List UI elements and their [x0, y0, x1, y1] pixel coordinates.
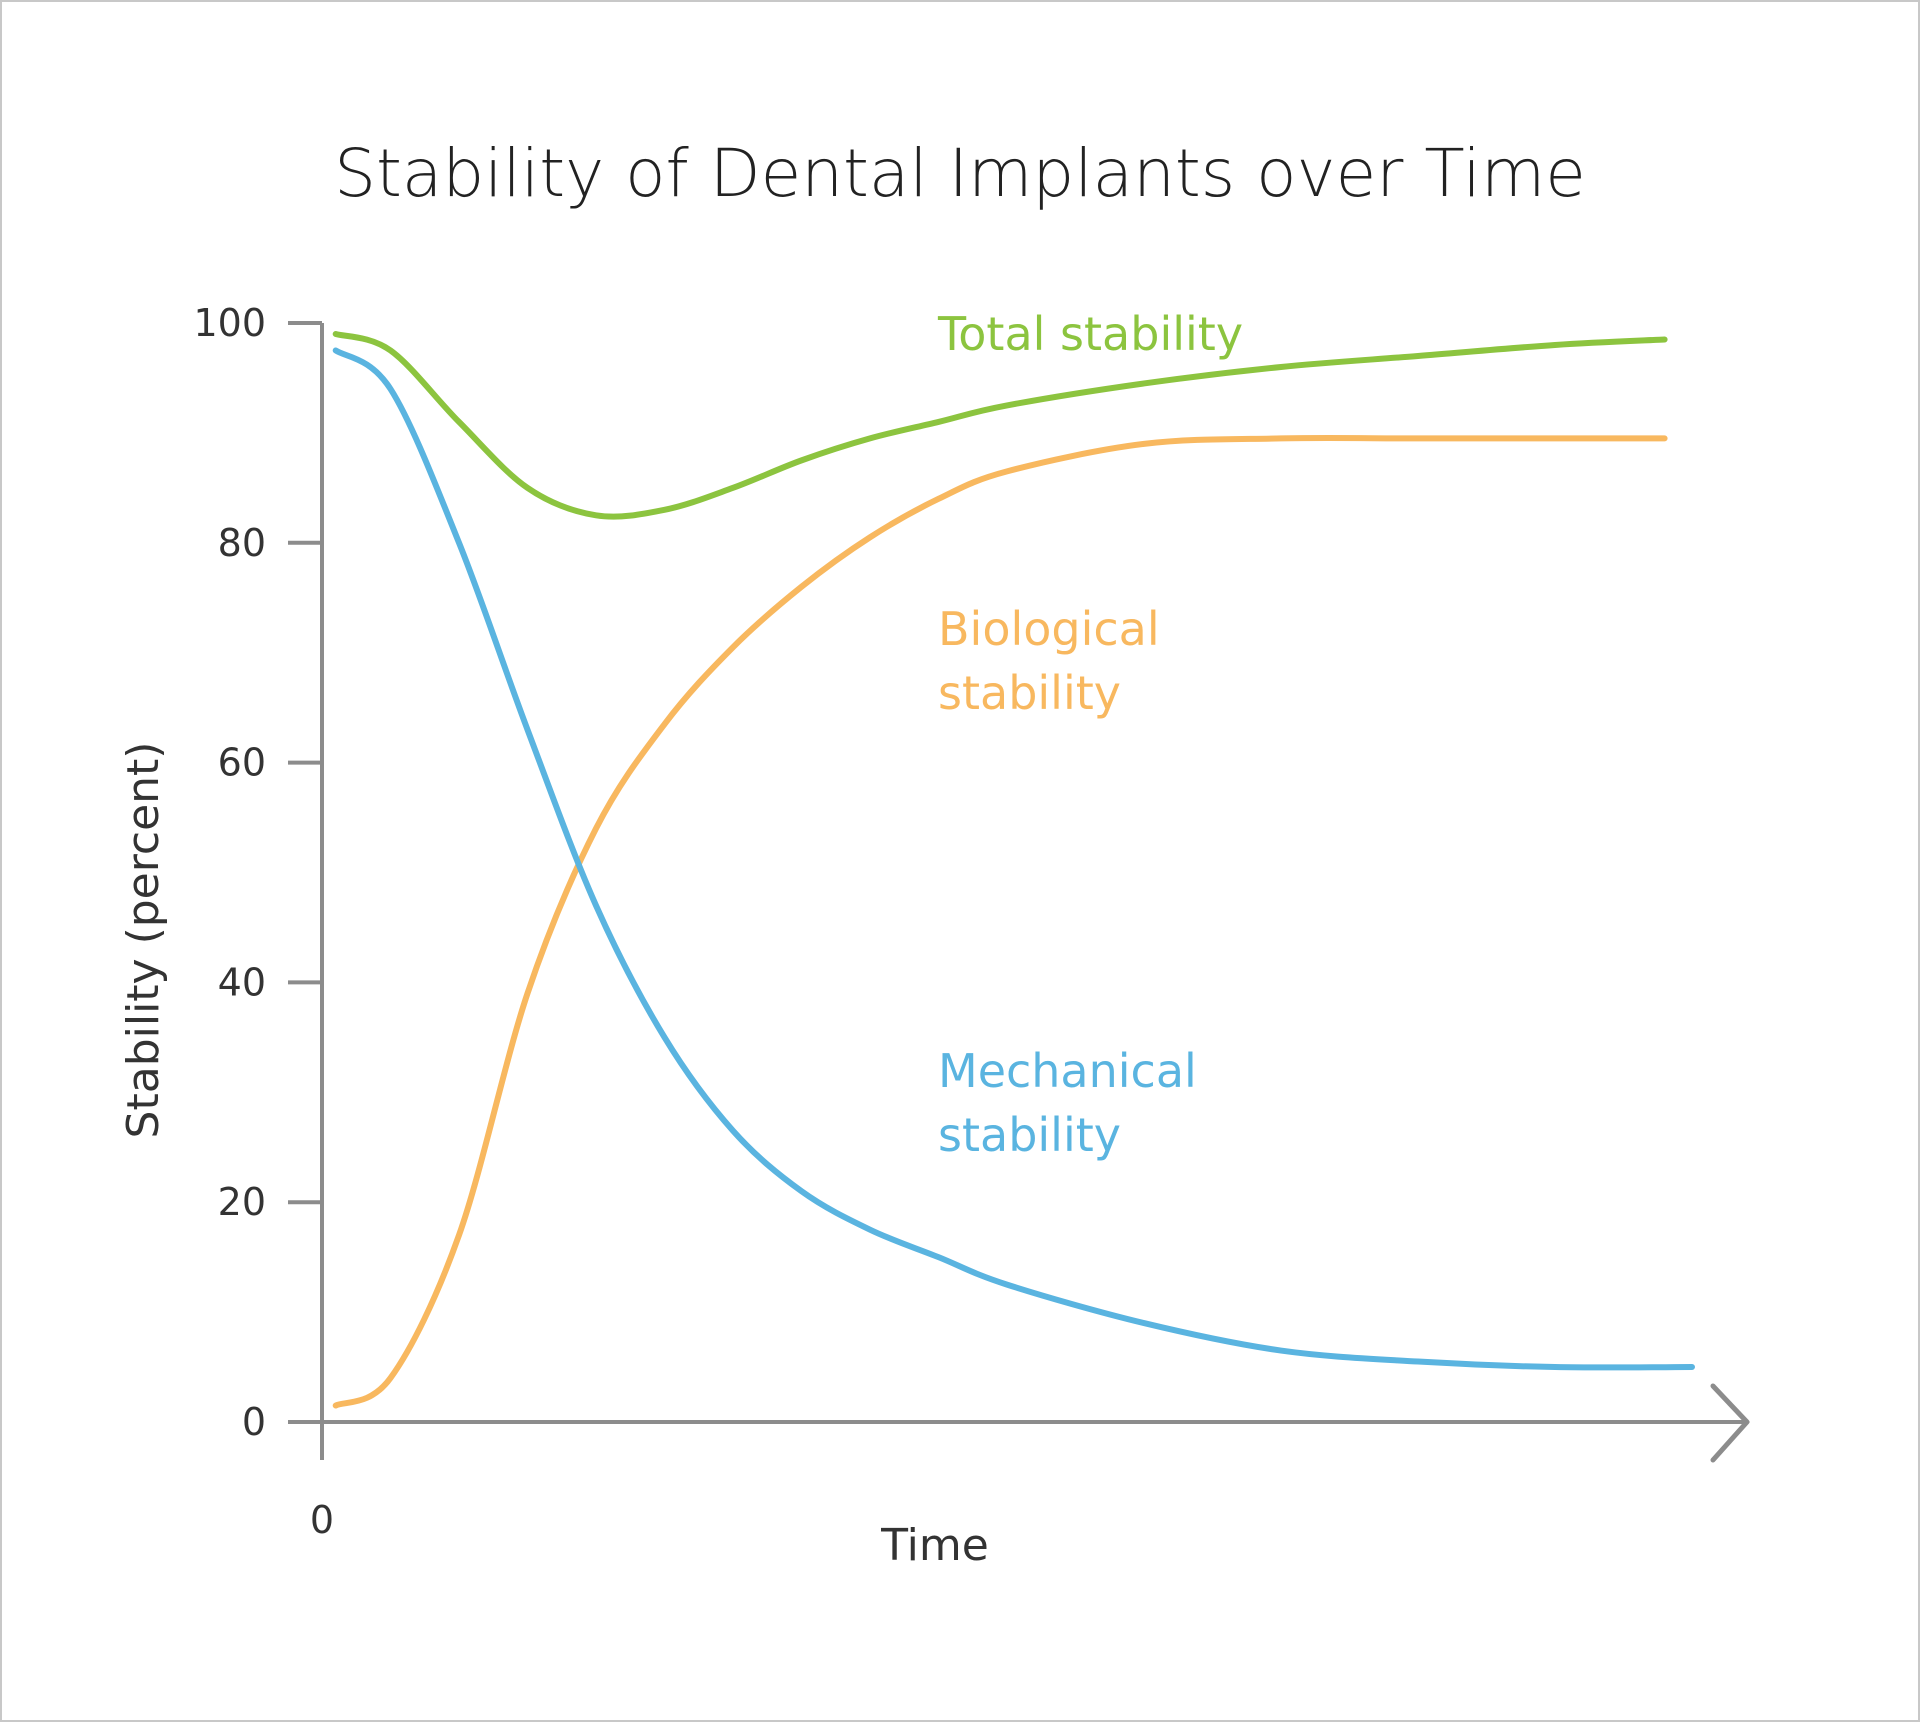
series-label-total-stability: Total stability	[937, 307, 1243, 361]
y-tick-label-40: 40	[218, 960, 266, 1004]
series-label-biological-stability: Biological stability	[938, 602, 1160, 720]
y-tick-label-20: 20	[218, 1180, 266, 1224]
y-axis-label: Stability (percent)	[118, 742, 169, 1139]
x-tick-label-0: 0	[310, 1498, 334, 1542]
series-label-line: stability	[938, 1108, 1121, 1162]
series-label-line: Biological	[938, 602, 1160, 656]
series-label-line: Total stability	[937, 307, 1243, 361]
series-lines	[332, 330, 1695, 1409]
series-label-line: Mechanical	[938, 1044, 1197, 1098]
y-tick-label-0: 0	[242, 1400, 266, 1444]
y-tick-label-80: 80	[218, 521, 266, 565]
axes	[288, 323, 1750, 1463]
series-line-total-stability	[332, 330, 1668, 520]
series-label-line: stability	[938, 666, 1121, 720]
y-tick-label-60: 60	[218, 741, 266, 785]
x-axis-arrow-icon	[1710, 1383, 1750, 1463]
y-tick-label-100: 100	[193, 301, 266, 345]
x-axis-label: Time	[880, 1520, 989, 1571]
chart-title: Stability of Dental Implants over Time	[334, 135, 1586, 212]
series-label-mechanical-stability: Mechanical stability	[938, 1044, 1197, 1162]
y-ticks: 0 20 40 60 80 100	[193, 301, 322, 1444]
series-line-mechanical-stability	[332, 347, 1695, 1371]
series-line-biological-stability	[332, 434, 1668, 1409]
